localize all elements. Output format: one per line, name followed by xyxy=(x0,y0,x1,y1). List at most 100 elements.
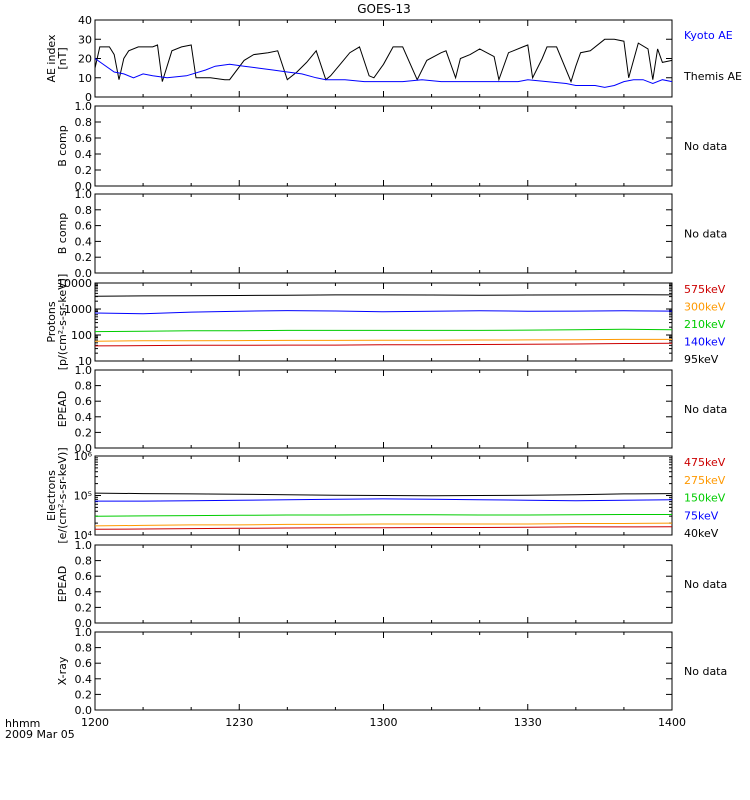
panel-7: 0.0 0.2 0.4 0.6 0.8 1.0 EPEAD No data xyxy=(56,539,727,630)
y-tick-label: 1.0 xyxy=(75,188,93,201)
series-300kev xyxy=(94,338,672,342)
y-tick-label: 0.8 xyxy=(75,204,93,217)
y-tick-label: 0.0 xyxy=(75,180,93,193)
y-tick-label: 10000 xyxy=(57,277,92,290)
y-tick-label: 1.0 xyxy=(75,539,93,552)
panel-frame xyxy=(94,105,673,187)
y-tick-label: 10 xyxy=(78,72,92,85)
y-tick-label: 0.2 xyxy=(75,601,93,614)
panel-4: 10 100 1000 10000 Protons[p/(cm²-s-sr-keV)] 5… xyxy=(45,274,726,371)
legend-item: 475keV xyxy=(684,456,726,469)
legend-item: 300keV xyxy=(684,301,726,314)
series-140kev xyxy=(94,310,673,315)
y-axis-label: Electrons xyxy=(45,470,58,521)
no-data-label: No data xyxy=(684,403,727,416)
no-data-label: No data xyxy=(684,140,727,153)
legend-item: 75keV xyxy=(684,509,719,522)
y-axis-label: EPEAD xyxy=(56,566,69,603)
time-axis: hhmm 2009 Mar 05 1200 1230 1300 1330 1400 xyxy=(5,716,686,741)
y-tick-label: 1.0 xyxy=(75,100,93,113)
y-tick-label: 0.2 xyxy=(75,426,93,439)
series-475kev xyxy=(94,526,673,530)
panel-8: 0.0 0.2 0.4 0.6 0.8 1.0 X-ray No data xyxy=(56,626,727,717)
legend-item: 40keV xyxy=(684,527,719,540)
no-data-label: No data xyxy=(684,578,727,591)
x-tick-label: 1330 xyxy=(514,716,542,729)
y-tick-label: 0.4 xyxy=(75,586,93,599)
legend-item: 95keV xyxy=(684,353,719,366)
y-tick-label: 10⁴ xyxy=(74,529,93,542)
panel-3: 0.0 0.2 0.4 0.6 0.8 1.0 B comp No data xyxy=(56,188,727,280)
y-axis-label: B comp xyxy=(56,125,69,167)
y-tick-label: 1.0 xyxy=(75,364,93,377)
legend-item: 210keV xyxy=(684,318,726,331)
series-275kev xyxy=(94,522,673,527)
y-tick-label: 0.0 xyxy=(75,442,93,455)
y-tick-label: 0.0 xyxy=(75,704,93,717)
y-tick-label: 0.8 xyxy=(75,555,93,568)
series-575kev xyxy=(94,342,673,347)
y-tick-label: 0.6 xyxy=(75,220,93,233)
y-axis-label: [e/(cm²-s-sr-keV)] xyxy=(56,447,69,543)
panel-2: 0.0 0.2 0.4 0.6 0.8 1.0 B comp No data xyxy=(56,100,727,193)
panel-frame xyxy=(94,631,673,711)
x-tick-label: 1200 xyxy=(81,716,109,729)
series-95kev xyxy=(94,294,673,297)
x-tick-label: 1300 xyxy=(370,716,398,729)
series-75kev xyxy=(95,498,673,502)
legend-item: 150keV xyxy=(684,492,726,505)
y-tick-label: 0.8 xyxy=(75,380,93,393)
y-tick-label: 0.0 xyxy=(75,617,93,630)
y-axis-label: Protons xyxy=(45,301,58,342)
panel-frame xyxy=(94,369,673,449)
y-axis-label: [p/(cm²-s-sr-keV)] xyxy=(56,274,69,371)
panels: 0 10 20 30 40 AE index[nT] Kyoto AE Themis AE 0.… xyxy=(45,14,742,717)
y-tick-label: 0.8 xyxy=(75,116,93,129)
legend-item: Themis AE xyxy=(683,70,742,83)
legend-item: 275keV xyxy=(684,474,726,487)
y-tick-label: 0.6 xyxy=(75,570,93,583)
series-150kev xyxy=(94,514,672,517)
panel-frame xyxy=(94,193,673,274)
y-tick-label: 0.4 xyxy=(75,148,93,161)
y-tick-label: 0.4 xyxy=(75,235,93,248)
panel-6: 10⁴ 10⁵ 10⁶ Electrons[e/(cm²-s-sr-keV)] 475k… xyxy=(45,447,726,543)
y-tick-label: 0.0 xyxy=(75,267,93,280)
panel-1: 0 10 20 30 40 AE index[nT] Kyoto AE Themis AE xyxy=(45,14,742,104)
series-themis-ae xyxy=(94,38,673,84)
y-tick-label: 0.6 xyxy=(75,132,93,145)
y-tick-label: 0.2 xyxy=(75,688,93,701)
legend-item: Kyoto AE xyxy=(684,29,733,42)
no-data-label: No data xyxy=(684,665,727,678)
y-tick-label: 1000 xyxy=(64,303,92,316)
y-tick-label: 0.8 xyxy=(75,642,93,655)
no-data-label: No data xyxy=(684,228,727,241)
y-tick-label: 100 xyxy=(71,329,92,342)
series-40kev xyxy=(94,492,673,497)
y-tick-label: 10 xyxy=(78,355,92,368)
panel-5: 0.0 0.2 0.4 0.6 0.8 1.0 EPEAD No data xyxy=(56,364,727,455)
time-axis-label: hhmm xyxy=(5,717,40,730)
y-axis-label: AE index xyxy=(45,34,58,83)
y-tick-label: 0.6 xyxy=(75,395,93,408)
y-axis-label: X-ray xyxy=(56,656,69,685)
y-tick-label: 20 xyxy=(78,53,92,66)
y-tick-label: 30 xyxy=(78,33,92,46)
y-axis-label: [nT] xyxy=(56,47,69,69)
legend-item: 575keV xyxy=(684,283,726,296)
legend-item: 140keV xyxy=(684,336,726,349)
series-kyoto-ae xyxy=(94,58,673,88)
y-tick-label: 1.0 xyxy=(75,626,93,639)
x-tick-label: 1400 xyxy=(658,716,686,729)
y-tick-label: 0.2 xyxy=(75,251,93,264)
y-tick-label: 40 xyxy=(78,14,92,27)
y-tick-label: 0.6 xyxy=(75,657,93,670)
plot-title: GOES-13 xyxy=(357,2,411,16)
y-axis-label: EPEAD xyxy=(56,391,69,428)
y-tick-label: 10⁵ xyxy=(74,490,92,503)
y-tick-label: 0.4 xyxy=(75,411,93,424)
panel-frame xyxy=(94,544,673,624)
y-axis-label: B comp xyxy=(56,213,69,255)
y-tick-label: 10⁶ xyxy=(74,450,93,463)
